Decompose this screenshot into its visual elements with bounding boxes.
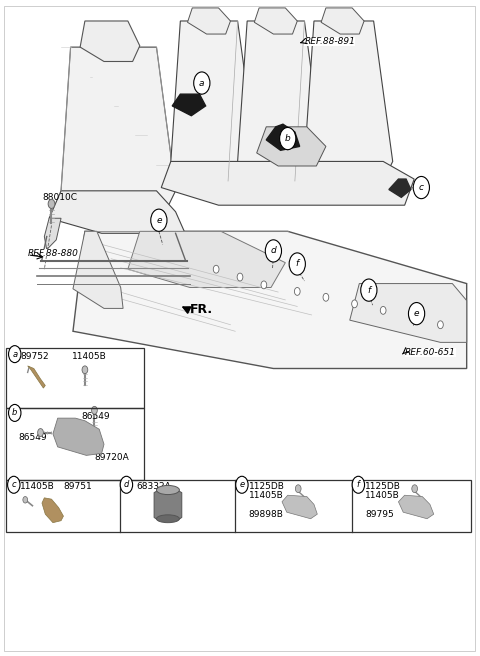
Text: f: f <box>357 480 360 489</box>
Circle shape <box>92 406 97 414</box>
Circle shape <box>213 265 219 273</box>
Circle shape <box>438 321 444 329</box>
Text: a: a <box>12 350 17 359</box>
Polygon shape <box>282 495 317 519</box>
Text: 89795: 89795 <box>365 510 394 519</box>
Circle shape <box>48 199 55 209</box>
Circle shape <box>361 279 377 301</box>
Ellipse shape <box>156 515 180 523</box>
Circle shape <box>194 72 210 94</box>
Text: 11405B: 11405B <box>249 491 283 500</box>
Text: 1125DB: 1125DB <box>249 482 285 491</box>
Circle shape <box>9 346 21 363</box>
Text: c: c <box>419 183 424 192</box>
Text: 89720A: 89720A <box>95 453 129 462</box>
Polygon shape <box>154 490 182 521</box>
Circle shape <box>352 476 364 493</box>
Circle shape <box>280 127 296 150</box>
Text: 88010C: 88010C <box>42 193 77 202</box>
Text: REF.60-651: REF.60-651 <box>405 348 456 357</box>
Circle shape <box>8 476 20 493</box>
Circle shape <box>237 273 243 281</box>
Text: 89751: 89751 <box>63 482 92 491</box>
Text: REF.88-880: REF.88-880 <box>28 249 79 258</box>
Text: 1125DB: 1125DB <box>365 482 401 491</box>
Text: e: e <box>240 480 244 489</box>
Circle shape <box>352 300 358 308</box>
Circle shape <box>9 405 21 421</box>
Circle shape <box>295 485 301 493</box>
Circle shape <box>265 240 281 262</box>
Polygon shape <box>389 179 411 197</box>
Circle shape <box>82 366 88 374</box>
Text: 89752: 89752 <box>21 352 49 361</box>
Polygon shape <box>350 283 467 342</box>
Circle shape <box>23 497 28 503</box>
Text: FR.: FR. <box>190 303 213 316</box>
Polygon shape <box>238 21 324 181</box>
Polygon shape <box>44 218 61 250</box>
Polygon shape <box>49 191 185 234</box>
Polygon shape <box>28 366 45 388</box>
Polygon shape <box>161 161 414 205</box>
Ellipse shape <box>156 485 180 495</box>
Circle shape <box>380 306 386 314</box>
Text: b: b <box>285 134 290 143</box>
Circle shape <box>236 476 248 493</box>
Text: f: f <box>367 285 371 295</box>
Text: f: f <box>296 260 299 268</box>
Polygon shape <box>257 127 326 166</box>
Polygon shape <box>171 21 257 181</box>
Circle shape <box>408 302 425 325</box>
Polygon shape <box>172 94 205 115</box>
Circle shape <box>37 428 43 436</box>
Text: c: c <box>12 480 16 489</box>
Polygon shape <box>304 21 393 181</box>
Text: d: d <box>271 247 276 255</box>
Circle shape <box>413 176 430 199</box>
Polygon shape <box>128 232 285 287</box>
Circle shape <box>412 485 418 493</box>
Polygon shape <box>254 8 297 34</box>
Circle shape <box>294 287 300 295</box>
Circle shape <box>151 209 167 232</box>
Circle shape <box>323 293 329 301</box>
Polygon shape <box>53 418 104 455</box>
Text: e: e <box>414 309 420 318</box>
Polygon shape <box>42 498 63 523</box>
Polygon shape <box>321 8 364 34</box>
Text: REF.88-891: REF.88-891 <box>304 37 355 47</box>
Text: 89898B: 89898B <box>249 510 284 519</box>
Polygon shape <box>73 232 123 308</box>
Text: 86549: 86549 <box>18 432 47 441</box>
Polygon shape <box>61 47 176 211</box>
Circle shape <box>120 476 132 493</box>
Polygon shape <box>266 124 300 150</box>
Text: d: d <box>124 480 129 489</box>
Polygon shape <box>188 8 230 34</box>
Text: a: a <box>199 79 204 87</box>
Text: 11405B: 11405B <box>20 482 54 491</box>
Polygon shape <box>73 232 467 369</box>
Polygon shape <box>398 495 434 519</box>
Circle shape <box>261 281 267 289</box>
Polygon shape <box>80 21 140 62</box>
Text: 86549: 86549 <box>82 411 110 420</box>
Text: 68332A: 68332A <box>136 482 171 491</box>
Circle shape <box>409 313 415 321</box>
Text: 11405B: 11405B <box>365 491 400 500</box>
Circle shape <box>289 253 305 275</box>
Text: b: b <box>12 409 17 417</box>
Text: e: e <box>156 216 162 225</box>
Text: 11405B: 11405B <box>72 352 107 361</box>
